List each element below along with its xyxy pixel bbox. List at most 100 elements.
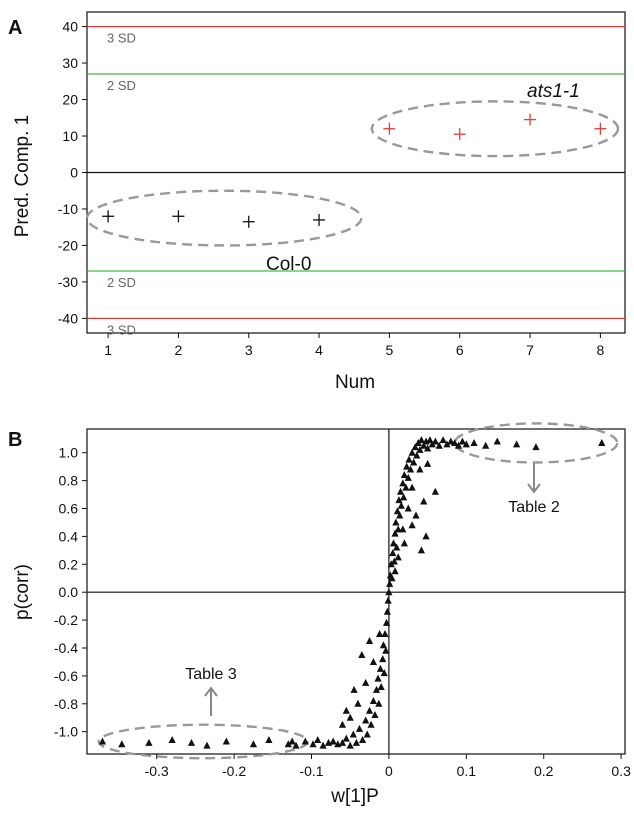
data-point (399, 525, 407, 533)
data-point (406, 465, 415, 473)
data-point (422, 532, 430, 540)
data-point (396, 511, 404, 519)
panel-b-letter: B (8, 429, 22, 451)
data-point (412, 511, 420, 519)
data-point (417, 546, 426, 554)
data-point (319, 741, 327, 749)
y-tick-label: 0 (70, 165, 78, 181)
data-point (411, 443, 419, 451)
data-point (524, 113, 537, 126)
data-point (375, 699, 383, 707)
y-tick-label: -1.0 (54, 724, 78, 740)
panel-b-group-ellipses (97, 422, 619, 760)
panel-a-letter: A (8, 17, 22, 39)
data-point (391, 567, 399, 575)
data-point (382, 646, 390, 654)
data-point (493, 437, 501, 445)
data-point (402, 483, 410, 491)
data-point (470, 438, 478, 446)
data-point (431, 437, 439, 445)
x-tick-label: 0.3 (611, 763, 631, 779)
data-point (447, 437, 455, 445)
data-point (598, 438, 606, 446)
data-point (376, 664, 384, 672)
panel-a-points (102, 113, 607, 228)
x-tick-label: 0.2 (534, 763, 554, 779)
data-point (424, 459, 432, 467)
data-point (435, 441, 443, 449)
y-tick-label: -40 (58, 310, 78, 326)
data-point (380, 669, 388, 677)
data-point (408, 483, 416, 491)
data-point (355, 724, 364, 732)
data-point (242, 215, 255, 228)
data-point (369, 657, 378, 665)
panel-a-x-axis-title: Num (335, 372, 375, 393)
y-tick-label: 20 (62, 92, 78, 108)
annotation-arrow (527, 463, 541, 494)
data-point (301, 737, 309, 745)
data-point (417, 436, 426, 444)
data-point (168, 736, 176, 744)
y-tick-label: -30 (58, 274, 78, 290)
x-tick-label: -0.3 (145, 763, 169, 779)
data-point (443, 440, 451, 448)
data-point (187, 738, 196, 746)
sd-label: 3 SD (107, 322, 136, 337)
panel-b-chart: B -0.3 -0.2 -0.1 0 0.1 0.2 0.3 1.0 0.8 0.6 0.4 0.2… (8, 422, 631, 807)
data-point (462, 440, 470, 448)
x-tick-label: -0.2 (222, 763, 246, 779)
data-point (352, 738, 360, 746)
data-point (346, 713, 354, 721)
data-point (342, 706, 350, 714)
data-point (313, 213, 326, 226)
x-tick-label: 6 (456, 342, 464, 358)
panel-a-chart: A 3 SD 2 SD 2 SD 3 SD 1 2 3 4 5 6 7 8 40 30 20 10 0 -10… (8, 11, 626, 393)
data-point (396, 487, 405, 495)
data-point (249, 740, 258, 748)
data-point (379, 655, 387, 663)
data-point (389, 539, 398, 547)
data-point (309, 740, 317, 748)
data-point (222, 737, 230, 745)
data-point (265, 736, 273, 744)
y-tick-label: -0.6 (54, 668, 78, 684)
sd-label: 2 SD (107, 78, 136, 93)
data-point (329, 737, 337, 745)
data-point (400, 471, 408, 479)
data-point (482, 441, 490, 449)
x-tick-label: 8 (596, 342, 604, 358)
data-point (358, 650, 366, 658)
panel-b-y-axis-title: p(corr) (12, 564, 33, 620)
data-point (288, 737, 296, 745)
y-tick-label: -20 (58, 237, 78, 253)
y-tick-label: -0.8 (54, 696, 78, 712)
data-point (399, 479, 407, 487)
data-point (346, 741, 354, 749)
x-tick-label: 5 (386, 342, 394, 358)
panel-a-x-ticks: 1 2 3 4 5 6 7 8 (104, 333, 604, 358)
data-point (118, 740, 126, 748)
x-tick-label: 0.1 (457, 763, 477, 779)
x-tick-label: 3 (245, 342, 253, 358)
y-tick-label: -10 (58, 201, 78, 217)
panel-a-group-ellipses (85, 100, 620, 247)
data-point (292, 741, 300, 749)
data-point (390, 557, 398, 565)
panel-b-y-ticks: 1.0 0.8 0.6 0.4 0.2 0.0 -0.2 -0.4 -0.6 -0.8 -1.0 (54, 445, 87, 740)
panel-a-y-axis-title: Pred. Comp. 1 (12, 115, 33, 238)
data-point (363, 730, 371, 738)
y-tick-label: 40 (62, 19, 78, 35)
data-point (388, 574, 396, 582)
y-tick-label: 0.6 (59, 501, 79, 517)
data-point (400, 493, 408, 501)
data-point (365, 637, 374, 645)
panel-b-arrows (204, 463, 541, 716)
data-point (384, 596, 392, 604)
x-tick-label: 0 (385, 763, 393, 779)
data-point (338, 738, 347, 746)
data-point (403, 462, 411, 470)
y-tick-label: -0.2 (54, 612, 78, 628)
data-point (374, 674, 382, 682)
